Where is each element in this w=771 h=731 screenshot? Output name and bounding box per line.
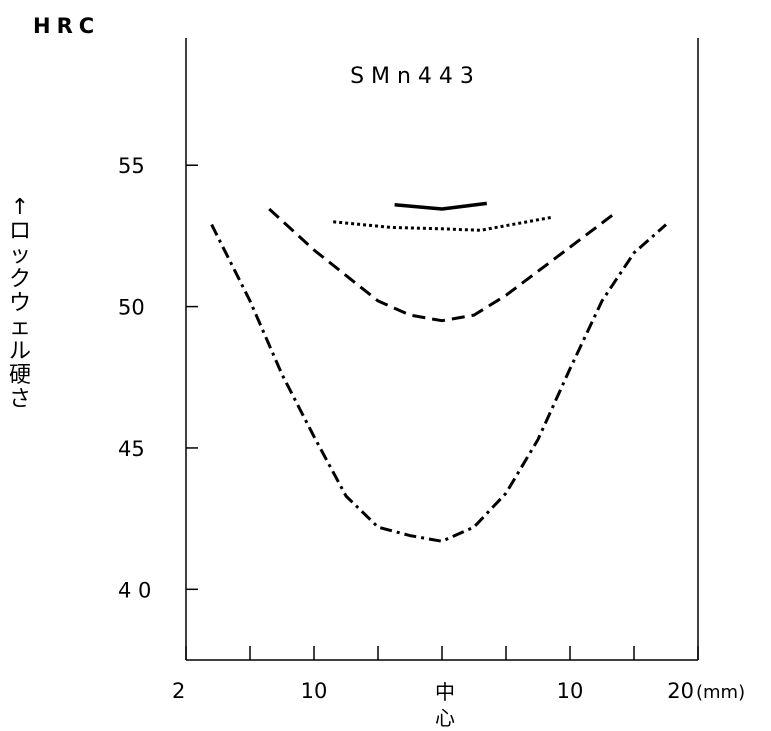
x-center-label-top: 中 bbox=[435, 680, 455, 704]
x-tick-label: 10 bbox=[301, 679, 328, 703]
series-line-solid bbox=[394, 201, 488, 211]
series-layer bbox=[210, 201, 667, 543]
x-tick-label: 10 bbox=[557, 679, 584, 703]
series-line-dashdot bbox=[210, 223, 667, 543]
y-tick-label: 55 bbox=[118, 154, 145, 178]
series-line-dotted bbox=[333, 216, 552, 232]
chart-title: S M n 4 4 3 bbox=[350, 64, 474, 89]
x-unit-label: (mm) bbox=[696, 682, 745, 703]
x-center-label-bottom: 心 bbox=[435, 706, 455, 730]
y-tick-label: 4 0 bbox=[118, 578, 151, 602]
plot-axes: 4 0 45 50 55 2 10 10 20 (mm) bbox=[118, 38, 745, 703]
y-unit-label: HRC bbox=[33, 14, 101, 38]
x-tick-label: 20 bbox=[667, 679, 694, 703]
y-axis-title: ↑ロックウェル硬さ bbox=[8, 195, 31, 412]
y-tick-label: 45 bbox=[118, 437, 145, 461]
series-line-dashed bbox=[268, 207, 616, 323]
x-tick-label: 2 bbox=[172, 679, 185, 703]
y-tick-label: 50 bbox=[118, 296, 145, 320]
